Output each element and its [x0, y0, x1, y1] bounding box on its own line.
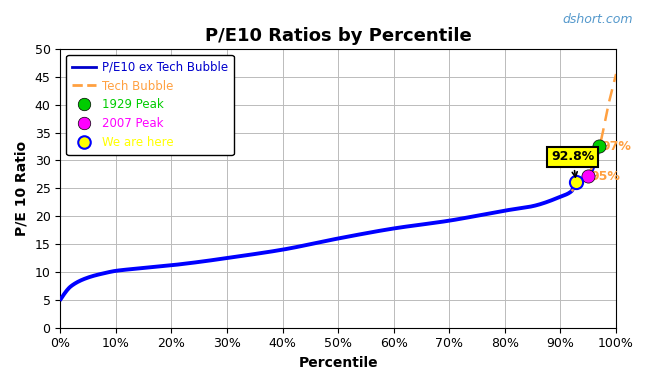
- Text: 92.8%: 92.8%: [551, 151, 594, 177]
- Text: 95%: 95%: [591, 169, 620, 182]
- Point: [583, 173, 593, 179]
- Point: [571, 179, 582, 185]
- Legend: P/E10 ex Tech Bubble, Tech Bubble, 1929 Peak, 2007 Peak, We are here: P/E10 ex Tech Bubble, Tech Bubble, 1929 …: [66, 55, 234, 155]
- Y-axis label: P/E 10 Ratio: P/E 10 Ratio: [15, 141, 29, 236]
- Text: dshort.com: dshort.com: [562, 13, 633, 27]
- Point: [594, 143, 605, 149]
- Title: P/E10 Ratios by Percentile: P/E10 Ratios by Percentile: [205, 27, 472, 45]
- X-axis label: Percentile: Percentile: [299, 356, 378, 370]
- Text: 97%: 97%: [602, 140, 631, 153]
